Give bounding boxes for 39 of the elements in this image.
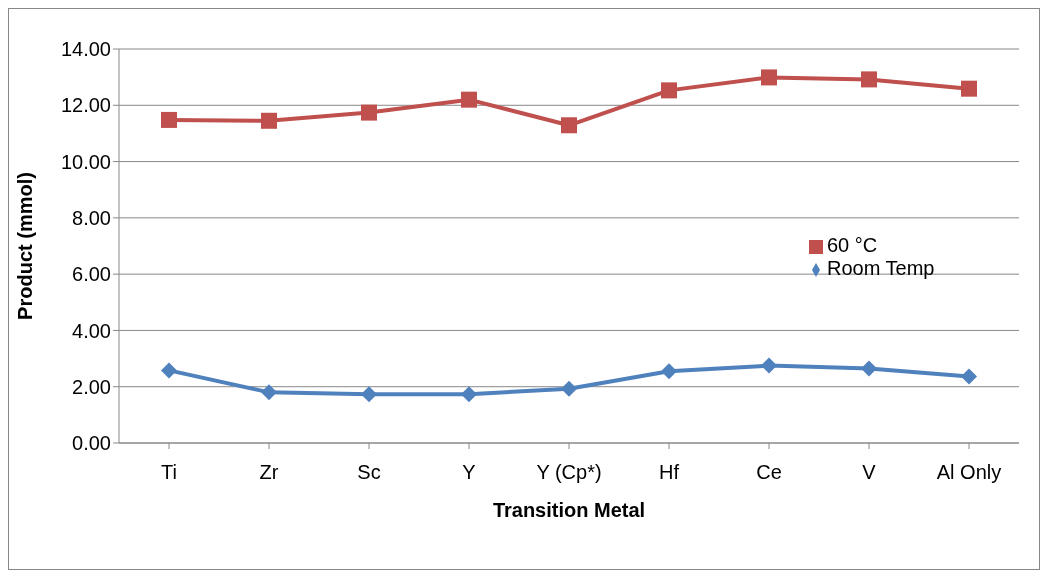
x-tick-label: Y (Cp*): [536, 461, 602, 484]
legend-label: 60 °C: [827, 234, 878, 256]
y-tick-label: 6.00: [72, 263, 111, 286]
x-tick-label: Y: [462, 461, 476, 484]
x-axis-title: Transition Metal: [492, 499, 646, 521]
point: [561, 117, 577, 134]
y-tick-label: 10.00: [60, 150, 111, 173]
point: [261, 384, 277, 401]
y-tick-label: 0.00: [72, 432, 111, 455]
y-tick-label: 8.00: [72, 206, 111, 229]
point: [161, 362, 177, 379]
y-axis-title: Product (mmol): [14, 172, 37, 320]
point: [761, 69, 777, 86]
point: [561, 380, 577, 397]
point: [361, 386, 377, 403]
y-tick-label: 4.00: [72, 319, 111, 342]
y-tick-label: 14.00: [60, 38, 111, 61]
point: [361, 104, 377, 121]
point: [661, 82, 677, 99]
point: [461, 91, 477, 108]
x-tick-label: Al Only: [936, 461, 1002, 484]
x-tick-label: V: [862, 461, 877, 484]
y-tick-label: 2.00: [72, 375, 111, 398]
point: [461, 386, 477, 403]
x-tick-label: Ti: [161, 461, 177, 484]
x-tick-label: Hf: [659, 461, 680, 484]
x-tick-label: Zr: [259, 461, 279, 484]
point: [761, 357, 777, 374]
point: [261, 112, 277, 129]
point: [961, 80, 977, 97]
point: [161, 111, 177, 128]
point: [961, 368, 977, 385]
x-tick-label: Ce: [756, 461, 782, 484]
point: [861, 71, 877, 88]
x-tick-label: Sc: [357, 461, 381, 484]
y-tick-label: 12.00: [60, 94, 111, 117]
legend-label: Room Temp: [827, 257, 935, 279]
point: [661, 363, 677, 380]
point: [861, 360, 877, 377]
